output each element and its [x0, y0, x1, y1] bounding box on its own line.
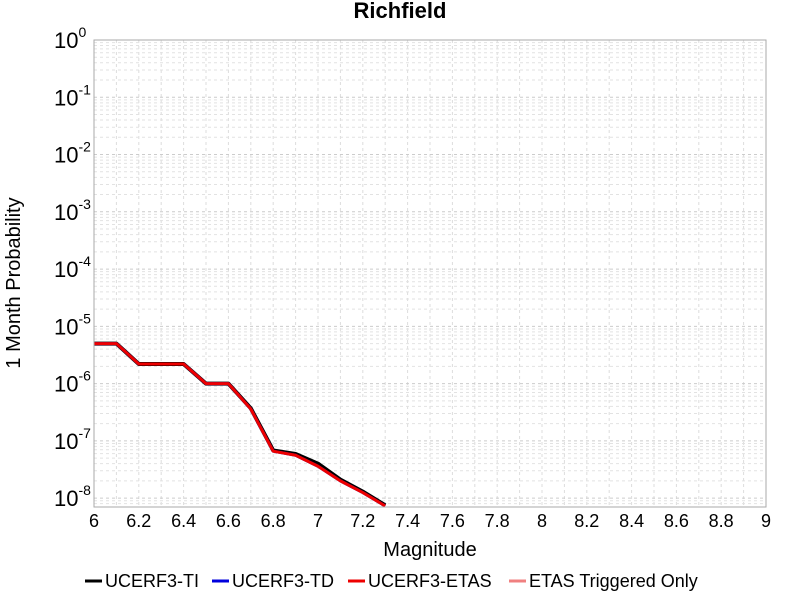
x-tick-label: 9 [761, 511, 771, 531]
y-tick-label: 100 [54, 24, 86, 53]
x-tick-label: 7 [313, 511, 323, 531]
x-tick-label: 8 [537, 511, 547, 531]
legend-label: ETAS Triggered Only [529, 571, 698, 591]
y-tick-label: 10-1 [54, 81, 91, 110]
x-tick-label: 6.4 [171, 511, 196, 531]
y-tick-label: 10-7 [54, 425, 91, 454]
legend-label: UCERF3-TD [232, 571, 334, 591]
grid [93, 39, 767, 508]
y-tick-label: 10-2 [54, 139, 91, 168]
x-tick-label: 6.8 [261, 511, 286, 531]
x-tick-label: 7.6 [440, 511, 465, 531]
chart-title: Richfield [354, 0, 447, 23]
series-line-ucerf3-etas [94, 342, 386, 507]
y-tick-label: 10-5 [54, 310, 91, 339]
legend-label: UCERF3-TI [105, 571, 199, 591]
legend-label: UCERF3-ETAS [368, 571, 492, 591]
y-axis-ticks: 100 10-1 10-2 10-3 10-4 10-5 10-6 10-7 10-8 [54, 24, 91, 511]
x-tick-label: 6.6 [216, 511, 241, 531]
x-tick-label: 8.6 [664, 511, 689, 531]
y-tick-label: 10-6 [54, 368, 91, 397]
x-tick-label: 7.4 [395, 511, 420, 531]
x-tick-label: 6 [89, 511, 99, 531]
x-tick-label: 6.2 [126, 511, 151, 531]
series-layer [94, 341, 387, 507]
legend: UCERF3-TI UCERF3-TD UCERF3-ETAS ETAS Trigge… [85, 571, 698, 591]
y-tick-label: 10-3 [54, 196, 91, 225]
y-tick-label: 10-4 [54, 253, 91, 282]
x-axis-ticks: 6 6.2 6.4 6.6 6.8 7 7.2 7.4 7.6 7.8 8 8.2 8.4 8.6 8.8 9 [89, 511, 771, 531]
y-axis-title: 1 Month Probability [3, 197, 25, 368]
x-axis-title: Magnitude [383, 539, 476, 561]
x-tick-label: 8.4 [619, 511, 644, 531]
x-tick-label: 7.2 [350, 511, 375, 531]
x-tick-label: 8.8 [709, 511, 734, 531]
y-tick-label: 10-8 [54, 482, 91, 511]
plot-area-border [93, 39, 767, 508]
x-tick-label: 7.8 [485, 511, 510, 531]
x-tick-label: 8.2 [574, 511, 599, 531]
